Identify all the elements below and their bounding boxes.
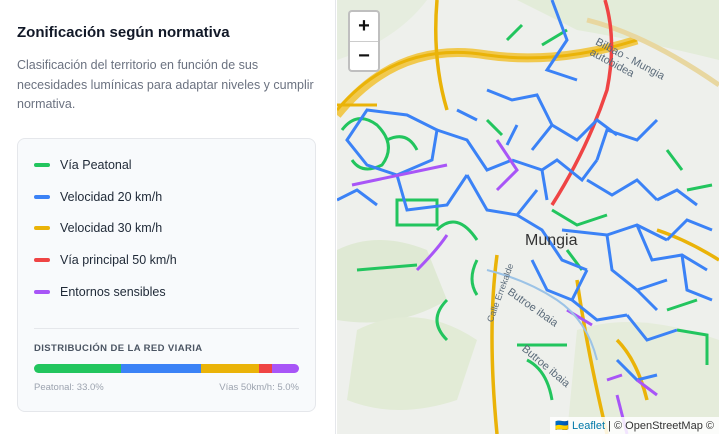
legend-label: Vía Peatonal	[60, 158, 132, 172]
distribution-segment	[259, 364, 273, 373]
map-attribution: 🇺🇦 Leaflet | © OpenStreetMap ©	[550, 417, 719, 434]
legend-label: Vía principal 50 km/h	[60, 253, 177, 267]
legend-swatch	[34, 226, 50, 230]
leaflet-link[interactable]: Leaflet	[572, 420, 606, 432]
map-canvas[interactable]	[337, 0, 719, 434]
distribution-segment	[34, 364, 122, 373]
page-title: Zonificación según normativa	[17, 24, 230, 41]
distribution-segment	[272, 364, 299, 373]
legend-item-sensibles: Entornos sensibles	[34, 282, 166, 302]
legend-swatch	[34, 195, 50, 199]
town-label: Mungia	[525, 232, 578, 249]
legend-item-50kmh: Vía principal 50 km/h	[34, 250, 177, 270]
zoom-out-button[interactable]: −	[350, 41, 378, 70]
legend-swatch	[34, 290, 50, 294]
legend-swatch	[34, 163, 50, 167]
distribution-bar	[34, 364, 299, 373]
legend-item-20kmh: Velocidad 20 km/h	[34, 187, 162, 207]
main-road-stat: Vías 50km/h: 5.0%	[219, 382, 299, 393]
legend-label: Velocidad 30 km/h	[60, 221, 163, 235]
zoom-control: + −	[348, 10, 380, 72]
peatonal-stat: Peatonal: 33.0%	[34, 382, 104, 393]
sidebar-panel: Zonificación según normativa Clasificaci…	[0, 0, 336, 434]
legend-item-30kmh: Velocidad 30 km/h	[34, 218, 162, 238]
map-view[interactable]: + − Mungia Bilbao - Mungia autobidea But…	[337, 0, 719, 434]
legend-label: Entornos sensibles	[60, 285, 166, 299]
distribution-segment	[200, 364, 260, 373]
ukraine-flag-icon: 🇺🇦	[555, 420, 569, 432]
distribution-title: DISTRIBUCIÓN DE LA RED VIARIA	[34, 343, 203, 354]
legend-divider	[34, 328, 299, 329]
legend-swatch	[34, 258, 50, 262]
attribution-text: | © OpenStreetMap ©	[605, 420, 714, 432]
zoom-in-button[interactable]: +	[358, 15, 370, 37]
distribution-segment	[121, 364, 201, 373]
legend-item-peatonal: Vía Peatonal	[34, 155, 132, 175]
legend-card: Vía Peatonal Velocidad 20 km/h Velocidad…	[17, 138, 316, 412]
page-description: Clasificación del territorio en función …	[17, 58, 314, 111]
legend-label: Velocidad 20 km/h	[60, 190, 163, 204]
